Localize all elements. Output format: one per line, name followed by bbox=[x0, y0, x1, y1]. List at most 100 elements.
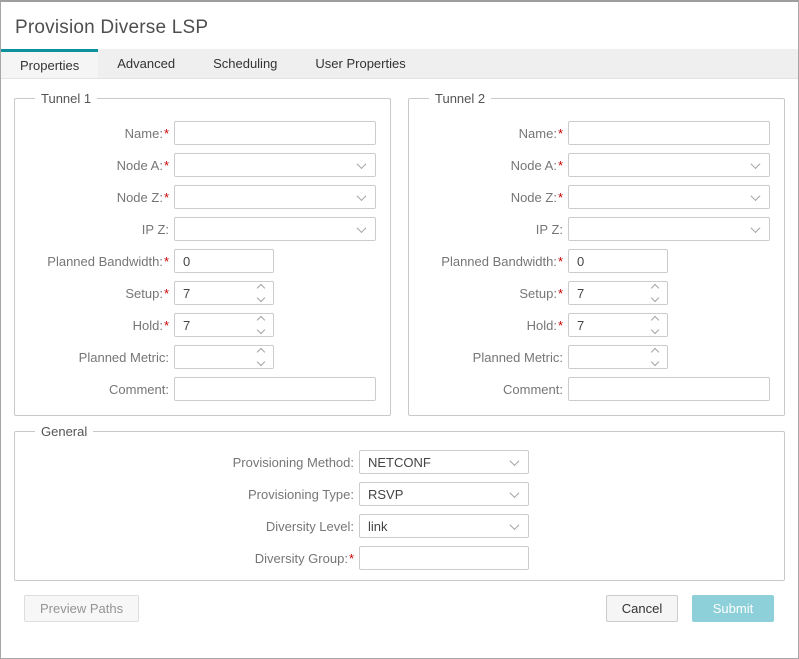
tunnel1-setup-label: Setup:* bbox=[125, 285, 169, 301]
chevron-down-icon bbox=[750, 190, 761, 201]
tunnel1-fieldset: Tunnel 1 Name:* Node A:* Node Z:* IP Z: bbox=[14, 91, 391, 416]
tunnel1-hold-spinner[interactable] bbox=[174, 313, 274, 337]
chevron-down-icon bbox=[356, 222, 367, 233]
required-marker: * bbox=[163, 285, 169, 301]
tunnel2-node-z-select[interactable] bbox=[568, 185, 770, 209]
preview-paths-button[interactable]: Preview Paths bbox=[24, 595, 140, 622]
tunnel1-node-z-select[interactable] bbox=[174, 185, 376, 209]
spinner-down-icon[interactable] bbox=[650, 357, 660, 367]
tunnel2-ip-z-row: IP Z: bbox=[423, 217, 770, 241]
spinner-down-icon[interactable] bbox=[650, 325, 660, 335]
tunnels-row: Tunnel 1 Name:* Node A:* Node Z:* IP Z: bbox=[14, 91, 785, 416]
required-marker: * bbox=[163, 253, 169, 269]
tunnel2-hold-row: Hold:* bbox=[423, 313, 770, 337]
provisioning-type-select[interactable]: RSVP bbox=[359, 482, 529, 506]
tunnel1-legend: Tunnel 1 bbox=[41, 91, 92, 106]
tab-advanced[interactable]: Advanced bbox=[117, 56, 176, 71]
diversity-group-input[interactable] bbox=[359, 546, 529, 570]
chevron-down-icon bbox=[356, 158, 367, 169]
spinner-up-icon[interactable] bbox=[256, 283, 266, 293]
spinner-down-icon[interactable] bbox=[256, 325, 266, 335]
tunnel2-planned-metric-input[interactable] bbox=[569, 346, 629, 368]
tunnel1-node-a-row: Node A:* bbox=[29, 153, 376, 177]
cancel-button[interactable]: Cancel bbox=[606, 595, 678, 622]
tunnel2-comment-input[interactable] bbox=[568, 377, 770, 401]
required-marker: * bbox=[163, 189, 169, 205]
general-legend: General bbox=[41, 424, 88, 439]
tunnel2-planned-metric-label: Planned Metric: bbox=[472, 349, 563, 365]
tunnel2-planned-bandwidth-row: Planned Bandwidth:* bbox=[423, 249, 770, 273]
tunnel2-node-a-row: Node A:* bbox=[423, 153, 770, 177]
tunnel1-setup-input[interactable] bbox=[175, 282, 235, 304]
spinner-up-icon[interactable] bbox=[256, 315, 266, 325]
chevron-down-icon bbox=[509, 455, 520, 466]
required-marker: * bbox=[557, 317, 563, 333]
tunnel1-setup-spinner[interactable] bbox=[174, 281, 274, 305]
provisioning-method-select[interactable]: NETCONF bbox=[359, 450, 529, 474]
tunnel1-planned-bandwidth-row: Planned Bandwidth:* bbox=[29, 249, 376, 273]
form-content: Tunnel 1 Name:* Node A:* Node Z:* IP Z: bbox=[1, 79, 798, 622]
tunnel1-name-label: Name:* bbox=[124, 125, 169, 141]
tunnel2-planned-metric-row: Planned Metric: bbox=[423, 345, 770, 369]
tunnel1-planned-bandwidth-input[interactable] bbox=[174, 249, 274, 273]
spinner-down-icon[interactable] bbox=[256, 357, 266, 367]
tunnel2-name-row: Name:* bbox=[423, 121, 770, 145]
tunnel1-hold-input[interactable] bbox=[175, 314, 235, 336]
tunnel1-node-a-select[interactable] bbox=[174, 153, 376, 177]
spinner-up-icon[interactable] bbox=[650, 315, 660, 325]
required-marker: * bbox=[557, 125, 563, 141]
tunnel2-name-input[interactable] bbox=[568, 121, 770, 145]
required-marker: * bbox=[557, 157, 563, 173]
general-fieldset: General Provisioning Method: NETCONF Pro… bbox=[14, 424, 785, 581]
tunnel2-node-a-select[interactable] bbox=[568, 153, 770, 177]
tunnel2-setup-spinner[interactable] bbox=[568, 281, 668, 305]
tunnel1-name-input[interactable] bbox=[174, 121, 376, 145]
required-marker: * bbox=[163, 317, 169, 333]
tunnel1-comment-label: Comment: bbox=[109, 381, 169, 397]
tab-bar: Properties Advanced Scheduling User Prop… bbox=[1, 49, 798, 79]
tunnel2-name-label: Name:* bbox=[518, 125, 563, 141]
tunnel2-ip-z-select[interactable] bbox=[568, 217, 770, 241]
chevron-down-icon bbox=[356, 190, 367, 201]
chevron-down-icon bbox=[750, 222, 761, 233]
tunnel1-comment-input[interactable] bbox=[174, 377, 376, 401]
tab-properties[interactable]: Properties bbox=[1, 49, 99, 78]
diversity-level-select[interactable]: link bbox=[359, 514, 529, 538]
page-title: Provision Diverse LSP bbox=[15, 17, 209, 38]
tunnel1-setup-row: Setup:* bbox=[29, 281, 376, 305]
tunnel2-setup-label: Setup:* bbox=[519, 285, 563, 301]
tunnel1-planned-metric-label: Planned Metric: bbox=[78, 349, 169, 365]
tunnel1-hold-label: Hold:* bbox=[132, 317, 169, 333]
tab-user-properties[interactable]: User Properties bbox=[315, 56, 406, 71]
tunnel2-planned-metric-spinner[interactable] bbox=[568, 345, 668, 369]
tunnel1-node-a-label: Node A:* bbox=[116, 157, 169, 173]
tunnel2-node-a-label: Node A:* bbox=[510, 157, 563, 173]
tunnel2-hold-label: Hold:* bbox=[526, 317, 563, 333]
tunnel2-planned-bandwidth-input[interactable] bbox=[568, 249, 668, 273]
tunnel1-ip-z-label: IP Z: bbox=[141, 221, 169, 237]
tunnel2-hold-spinner[interactable] bbox=[568, 313, 668, 337]
spinner-up-icon[interactable] bbox=[650, 347, 660, 357]
diversity-group-row: Diversity Group:* bbox=[29, 546, 770, 570]
provisioning-method-row: Provisioning Method: NETCONF bbox=[29, 450, 770, 474]
spinner-up-icon[interactable] bbox=[650, 283, 660, 293]
tunnel1-ip-z-select[interactable] bbox=[174, 217, 376, 241]
tunnel1-name-row: Name:* bbox=[29, 121, 376, 145]
required-marker: * bbox=[348, 550, 354, 566]
diversity-level-label: Diversity Level: bbox=[265, 518, 354, 534]
spinner-down-icon[interactable] bbox=[256, 293, 266, 303]
spinner-up-icon[interactable] bbox=[256, 347, 266, 357]
tunnel2-setup-input[interactable] bbox=[569, 282, 629, 304]
required-marker: * bbox=[557, 189, 563, 205]
tunnel2-fieldset: Tunnel 2 Name:* Node A:* Node Z:* IP Z: bbox=[408, 91, 785, 416]
spinner-down-icon[interactable] bbox=[650, 293, 660, 303]
tunnel1-comment-row: Comment: bbox=[29, 377, 376, 401]
tunnel2-hold-input[interactable] bbox=[569, 314, 629, 336]
submit-button[interactable]: Submit bbox=[692, 595, 774, 622]
tunnel2-comment-row: Comment: bbox=[423, 377, 770, 401]
diversity-level-row: Diversity Level: link bbox=[29, 514, 770, 538]
tunnel2-planned-bandwidth-label: Planned Bandwidth:* bbox=[441, 253, 563, 269]
tunnel1-planned-metric-input[interactable] bbox=[175, 346, 235, 368]
tunnel1-planned-metric-spinner[interactable] bbox=[174, 345, 274, 369]
tab-scheduling[interactable]: Scheduling bbox=[213, 56, 278, 71]
